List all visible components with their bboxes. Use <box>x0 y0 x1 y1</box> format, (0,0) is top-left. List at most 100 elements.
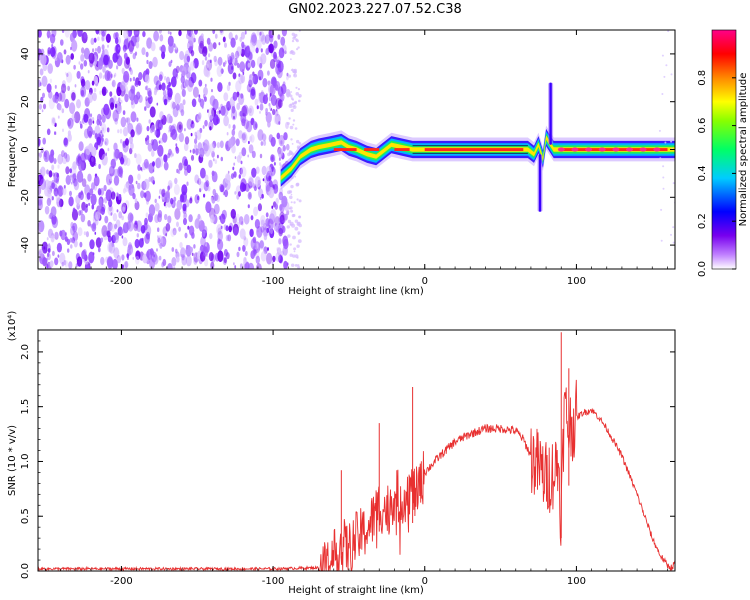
noise-blob <box>250 215 254 221</box>
noise-blob <box>96 118 100 126</box>
noise-blob <box>216 154 219 159</box>
noise-blob <box>190 246 193 253</box>
noise-blob <box>296 198 299 201</box>
noise-blob <box>137 164 141 171</box>
noise-blob <box>54 122 57 128</box>
noise-blob <box>56 178 59 184</box>
noise-blob <box>128 185 132 191</box>
noise-blob <box>243 214 250 225</box>
edge-dot <box>686 43 688 45</box>
noise-blob <box>106 71 113 81</box>
noise-blob <box>78 192 82 199</box>
noise-blob <box>280 250 284 257</box>
noise-blob <box>144 217 148 225</box>
noise-blob <box>65 175 72 185</box>
noise-blob <box>170 197 174 205</box>
noise-blob <box>211 170 215 177</box>
noise-blob <box>203 86 208 96</box>
noise-blob <box>157 237 161 244</box>
noise-blob <box>91 156 94 162</box>
noise-blob <box>277 34 281 40</box>
noise-blob <box>271 214 274 219</box>
noise-blob <box>259 103 264 111</box>
noise-blob <box>260 48 263 53</box>
noise-blob <box>86 125 93 137</box>
noise-blob <box>219 140 224 149</box>
noise-blob <box>62 187 67 196</box>
noise-blob <box>220 184 225 193</box>
noise-blob <box>160 44 166 54</box>
noise-blob <box>184 79 189 87</box>
noise-blob <box>212 140 217 149</box>
noise-blob <box>108 165 114 174</box>
noise-blob <box>145 51 149 58</box>
noise-blob <box>189 149 192 153</box>
noise-blob <box>120 229 124 235</box>
noise-blob <box>61 153 68 165</box>
colorbar-gradient <box>711 29 737 270</box>
noise-blob <box>244 30 247 35</box>
noise-blob <box>275 108 278 112</box>
noise-blob <box>90 113 93 117</box>
noise-blob <box>135 180 138 185</box>
noise-blob <box>210 77 213 82</box>
noise-blob <box>238 74 244 85</box>
noise-blob <box>159 188 163 195</box>
noise-blob <box>210 214 215 224</box>
noise-blob <box>293 201 296 204</box>
edge-dot <box>661 93 664 95</box>
noise-blob <box>172 153 174 157</box>
noise-blob <box>51 164 55 171</box>
noise-blob <box>64 232 67 237</box>
noise-blob <box>293 105 295 108</box>
noise-blob <box>100 130 103 134</box>
noise-blob <box>292 235 296 240</box>
noise-blob <box>291 51 296 55</box>
noise-blob <box>252 236 257 244</box>
noise-blob <box>232 166 235 171</box>
ridge-core-dot <box>585 147 593 152</box>
noise-blob <box>206 59 213 71</box>
noise-blob <box>134 51 138 56</box>
noise-blob <box>275 197 279 205</box>
noise-blob <box>267 80 271 86</box>
noise-blob <box>123 141 126 147</box>
noise-blob <box>143 158 149 169</box>
edge-dot <box>659 157 662 160</box>
noise-blob <box>121 235 124 239</box>
noise-blob <box>49 33 56 44</box>
noise-blob <box>233 115 235 120</box>
noise-blob <box>269 34 274 43</box>
noise-blob <box>226 84 231 92</box>
noise-blob <box>164 192 171 203</box>
noise-blob <box>247 191 252 200</box>
noise-blob <box>216 65 223 77</box>
noise-blob <box>254 98 259 106</box>
noise-blob <box>265 111 272 124</box>
noise-blob <box>166 113 172 124</box>
noise-blob <box>296 256 299 259</box>
noise-blob <box>148 176 152 183</box>
noise-blob <box>239 263 243 269</box>
noise-blob <box>205 180 210 188</box>
noise-blob <box>62 128 64 133</box>
noise-blob <box>178 162 183 171</box>
noise-blob <box>241 105 248 117</box>
noise-blob <box>278 238 282 245</box>
noise-blob <box>49 154 54 164</box>
noise-blob <box>165 233 168 237</box>
noise-blob <box>97 45 101 54</box>
noise-blob <box>140 225 146 234</box>
noise-blob <box>241 221 244 226</box>
noise-blob <box>233 262 235 266</box>
noise-blob <box>40 48 45 56</box>
noise-blob <box>239 228 246 240</box>
noise-blob <box>250 59 256 69</box>
y-tick-label: 0 <box>20 146 31 152</box>
noise-blob <box>164 202 168 209</box>
noise-blob <box>283 132 288 141</box>
noise-blob <box>80 54 85 62</box>
noise-blob <box>50 46 56 58</box>
noise-blob <box>187 80 194 93</box>
noise-blob <box>282 245 288 256</box>
